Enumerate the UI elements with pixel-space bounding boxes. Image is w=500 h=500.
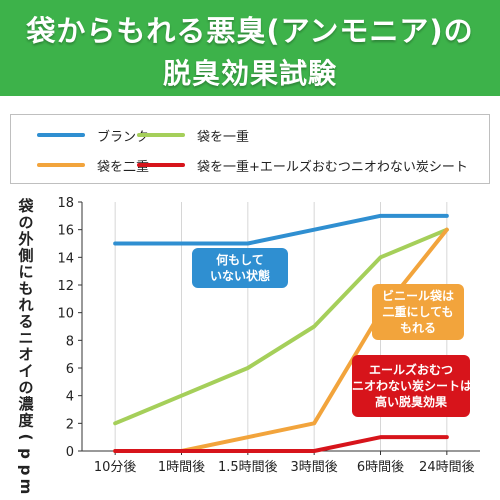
chart-legend: ブランク 袋を一重 袋を二重 袋を一重+エールズおむつニオわない炭シート <box>10 114 490 184</box>
legend-item-double-bag: 袋を二重 <box>37 155 149 175</box>
x-tick-label-5: 24時間後 <box>419 460 475 475</box>
annotation-blank-line1: 何もして <box>216 253 264 267</box>
y-tick-label-2: 4 <box>66 390 74 405</box>
y-label-char-4: に <box>18 263 33 281</box>
y-label-char-1: の <box>18 214 33 232</box>
y-label-char-17: m <box>17 479 35 495</box>
y-label-char-8: ニ <box>18 329 33 347</box>
y-label-char-5: も <box>18 280 33 298</box>
page-title-line2: 脱臭効果試験 <box>162 57 337 90</box>
series-line-0 <box>113 213 449 246</box>
legend-label-single-bag: 袋を一重 <box>197 129 250 145</box>
annotation-blank-line2: いない状態 <box>209 269 270 283</box>
y-tick-label-5: 10 <box>57 307 74 322</box>
legend-label-double-bag: 袋を二重 <box>97 159 150 175</box>
y-label-char-13: 度 <box>18 412 34 430</box>
x-tick-label-3: 3時間後 <box>291 460 338 475</box>
y-tick-label-3: 6 <box>66 362 74 377</box>
y-label-char-9: オ <box>18 346 33 364</box>
y-tick-label-6: 12 <box>57 279 74 294</box>
y-tick-label-4: 8 <box>66 334 74 349</box>
y-label-char-16: p <box>17 465 35 476</box>
annotation-double-bag-line1: ビニール袋は <box>381 289 454 303</box>
annotation-charcoal-sheet-line2: ニオわない炭シートは <box>352 379 473 393</box>
legend-item-charcoal-sheet: 袋を一重+エールズおむつニオわない炭シート <box>137 155 468 175</box>
x-tick-label-1: 1時間後 <box>158 460 205 475</box>
annotation-blank: 何もして いない状態 <box>192 248 288 288</box>
y-label-char-10: イ <box>18 362 33 380</box>
y-label-char-12: 濃 <box>18 395 34 413</box>
y-tick-label-9: 18 <box>57 196 74 211</box>
y-label-char-14: ( <box>17 434 35 441</box>
legend-swatch-blank <box>37 133 85 137</box>
annotation-double-bag-line3: もれる <box>399 321 436 335</box>
series-line-3 <box>113 435 449 453</box>
annotation-double-bag-line2: 二重にしても <box>382 305 454 319</box>
y-label-char-15: p <box>17 448 35 459</box>
x-tick-label-4: 6時間後 <box>357 460 404 475</box>
legend-swatch-double-bag <box>37 163 85 167</box>
y-label-char-6: れ <box>18 296 33 314</box>
legend-swatch-single-bag <box>137 133 185 137</box>
y-label-char-3: 側 <box>17 247 33 265</box>
annotation-double-bag: ビニール袋は 二重にしても もれる <box>372 284 464 340</box>
x-tick-label-0: 10分後 <box>94 460 137 475</box>
annotation-charcoal-sheet-line3: 高い脱臭効果 <box>374 395 447 409</box>
y-tick-label-0: 0 <box>66 445 74 460</box>
legend-item-single-bag: 袋を一重 <box>137 125 249 145</box>
legend-label-blank: ブランク <box>97 129 150 145</box>
y-label-char-0: 袋 <box>17 197 34 215</box>
y-tick-label-8: 16 <box>57 224 74 239</box>
header-banner: 袋からもれる悪臭(アンモニア)の 脱臭効果試験 <box>0 0 500 96</box>
y-label-char-11: の <box>18 379 33 397</box>
legend-item-blank: ブランク <box>37 125 149 145</box>
legend-label-charcoal-sheet: 袋を一重+エールズおむつニオわない炭シート <box>197 159 468 175</box>
annotation-charcoal-sheet: エールズおむつ ニオわない炭シートは 高い脱臭効果 <box>352 355 473 417</box>
y-label-char-7: る <box>18 313 33 331</box>
x-tick-label-2: 1.5時間後 <box>218 460 278 475</box>
annotation-charcoal-sheet-line1: エールズおむつ <box>368 363 453 377</box>
page-title-line1: 袋からもれる悪臭(アンモニア)の <box>26 14 474 48</box>
legend-swatch-charcoal-sheet <box>137 163 185 167</box>
series-line-1 <box>113 227 449 426</box>
y-label-char-2: 外 <box>17 230 33 248</box>
y-tick-label-1: 2 <box>66 417 74 432</box>
y-tick-label-7: 14 <box>57 251 74 266</box>
